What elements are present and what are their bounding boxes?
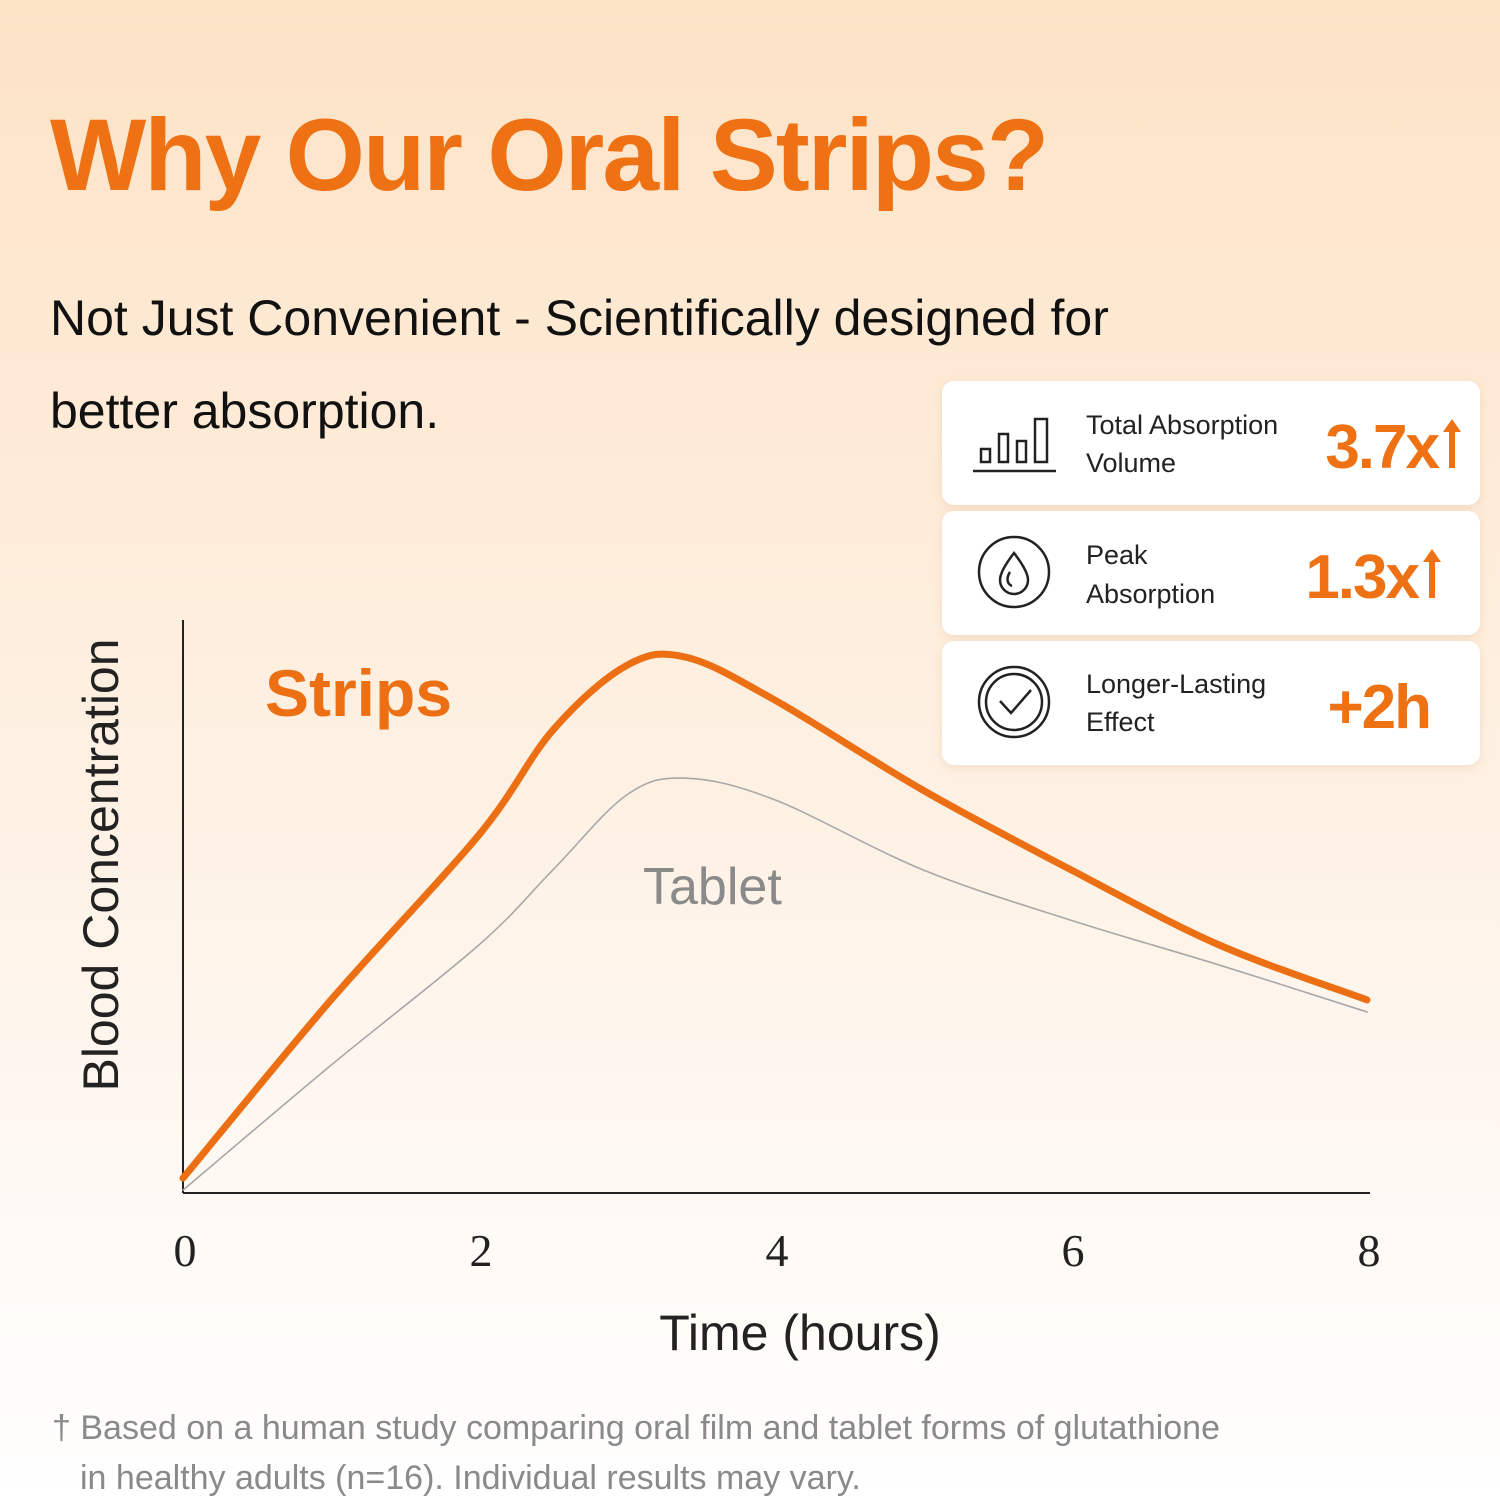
x-axis-title: Time (hours) <box>659 1305 941 1361</box>
icon-drop <box>977 535 1051 609</box>
card-label: Effect <box>1086 707 1155 737</box>
card-value: 3.7x <box>1325 413 1440 482</box>
y-axis-title: Blood Concentration <box>73 638 129 1091</box>
stat-cards: Total Absorption Volume Peak Absorption … <box>942 381 1480 765</box>
card-label: Absorption <box>1086 579 1215 609</box>
footnote: in healthy adults (n=16). Individual res… <box>80 1459 861 1497</box>
x-tick-label: 4 <box>766 1225 789 1276</box>
card-label: Total Absorption <box>1086 410 1278 440</box>
icon-bars <box>973 417 1056 473</box>
card <box>942 381 1480 505</box>
x-tick-label: 8 <box>1358 1225 1381 1276</box>
card-label: Volume <box>1086 448 1176 478</box>
series-line <box>179 650 1371 1182</box>
footnote: † Based on a human study comparing oral … <box>52 1409 1220 1447</box>
card <box>942 511 1480 635</box>
series-label: Strips <box>265 656 452 730</box>
x-tick-label: 6 <box>1062 1225 1085 1276</box>
card-value: 1.3x <box>1305 543 1420 612</box>
x-tick-label: 2 <box>470 1225 493 1276</box>
chart: Time (hours) Blood Concentration 0 2 4 6 8 St… <box>73 620 1381 1361</box>
card <box>942 641 1480 765</box>
series-label: Tablet <box>643 858 782 916</box>
card-value: +2h <box>1327 673 1430 742</box>
icon-check <box>977 665 1051 739</box>
subtitle: Not Just Convenient - Scientifically des… <box>50 290 1109 346</box>
series-line <box>182 777 1368 1191</box>
title: Why Our Oral Strips? <box>50 98 1047 212</box>
up-arrow <box>1423 419 1461 598</box>
x-tick-label: 0 <box>174 1225 197 1276</box>
card-label: Peak <box>1086 540 1148 570</box>
card-label: Longer-Lasting <box>1086 669 1266 699</box>
subtitle: better absorption. <box>50 383 439 439</box>
